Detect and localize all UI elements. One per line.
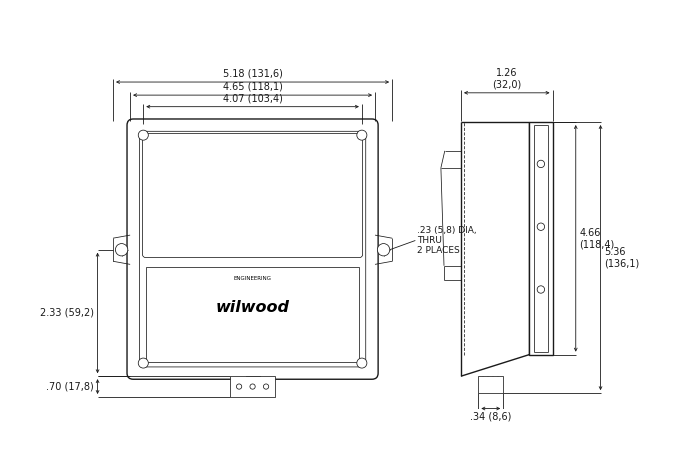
Bar [146,267,359,362]
Text: 4.66
(118,4): 4.66 (118,4) [580,228,615,249]
FancyBboxPatch shape [139,131,365,367]
Text: 4.07 (103,4): 4.07 (103,4) [223,93,283,103]
Bar [529,122,552,355]
Bar [246,376,260,381]
Text: wilwood: wilwood [216,300,290,315]
Circle shape [357,130,367,140]
Text: 2.33 (59,2): 2.33 (59,2) [40,308,94,318]
Circle shape [237,384,242,389]
Circle shape [357,358,367,368]
Text: 5.18 (131,6): 5.18 (131,6) [223,68,283,78]
FancyBboxPatch shape [127,119,378,379]
Circle shape [250,384,255,389]
Circle shape [263,384,269,389]
Text: .70 (17,8): .70 (17,8) [46,381,94,392]
Circle shape [139,130,148,140]
Circle shape [537,223,545,230]
Text: 1.26
(32,0): 1.26 (32,0) [492,68,522,90]
Circle shape [537,286,545,293]
Text: .23 (5,8) DIA,
THRU
2 PLACES: .23 (5,8) DIA, THRU 2 PLACES [417,225,477,255]
Text: 5.36
(136,1): 5.36 (136,1) [604,247,640,269]
Circle shape [139,358,148,368]
Bar [478,376,503,393]
Text: .34 (8,6): .34 (8,6) [470,412,512,422]
Circle shape [116,244,128,256]
Text: 4.65 (118,1): 4.65 (118,1) [223,82,283,92]
Circle shape [377,244,390,256]
Bar [230,376,275,397]
Circle shape [537,160,545,168]
Text: ENGINEERING: ENGINEERING [234,276,272,281]
FancyBboxPatch shape [143,134,363,257]
